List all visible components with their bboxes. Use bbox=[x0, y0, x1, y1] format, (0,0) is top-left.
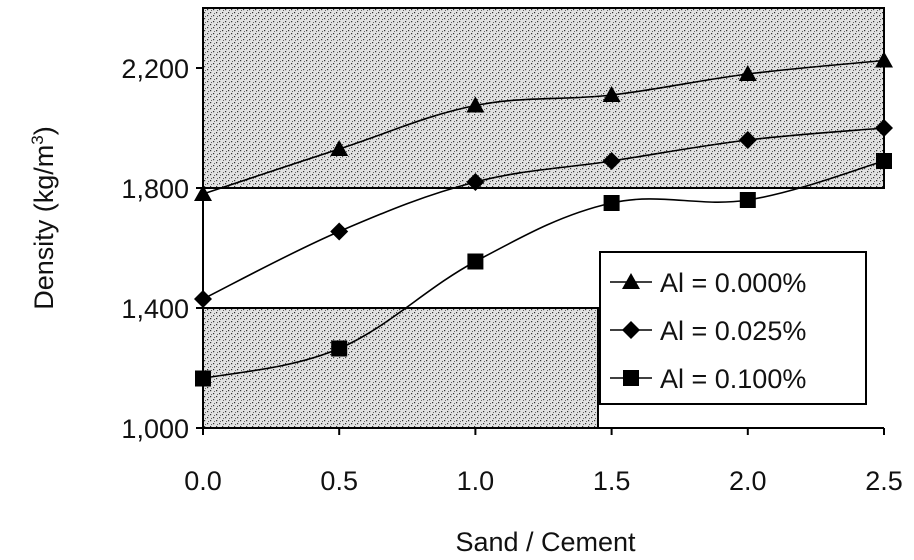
series-2 bbox=[194, 119, 893, 308]
diamond-marker bbox=[194, 290, 212, 308]
legend-label: Al = 0.000% bbox=[660, 268, 806, 298]
x-tick-label: 0.0 bbox=[184, 466, 222, 496]
series-line bbox=[202, 160, 885, 380]
series-1 bbox=[194, 51, 893, 201]
diamond-marker bbox=[875, 119, 893, 137]
square-marker bbox=[331, 340, 348, 357]
diamond-marker bbox=[622, 321, 640, 339]
y-tick-label: 2,200 bbox=[121, 54, 189, 84]
axes: 1,000 1,400 1,800 2,200 0.0 0.5 1.0 1.5 2.0 2.5 bbox=[121, 8, 903, 496]
square-marker bbox=[623, 370, 639, 386]
diamond-marker bbox=[330, 222, 349, 241]
square-marker bbox=[467, 253, 484, 270]
y-tick-label: 1,400 bbox=[121, 294, 189, 324]
triangle-marker bbox=[738, 65, 757, 81]
shaded-bands bbox=[202, 7, 885, 429]
triangle-marker bbox=[194, 185, 212, 201]
legend-entry-3: Al = 0.100% bbox=[610, 364, 806, 394]
series-line bbox=[202, 127, 885, 300]
legend-entry-1: Al = 0.000% bbox=[610, 268, 806, 298]
series bbox=[194, 51, 893, 387]
triangle-marker bbox=[875, 51, 893, 68]
triangle-marker bbox=[602, 86, 621, 102]
diamond-marker bbox=[466, 173, 485, 191]
y-axis-title-main: Density (kg/m bbox=[29, 145, 59, 310]
square-marker bbox=[603, 195, 620, 211]
y-tick-label: 1,800 bbox=[121, 174, 189, 204]
triangle-marker bbox=[466, 96, 485, 113]
x-tick-label: 2.0 bbox=[729, 466, 767, 496]
x-tick-label: 1.5 bbox=[593, 466, 631, 496]
series-line bbox=[202, 59, 885, 195]
y-axis-title: Density (kg/m3) bbox=[28, 126, 59, 310]
x-axis-title: Sand / Cement bbox=[455, 527, 636, 557]
diamond-marker bbox=[602, 152, 621, 170]
y-axis-title-close: ) bbox=[29, 126, 59, 135]
square-marker bbox=[876, 153, 892, 169]
square-marker bbox=[739, 192, 756, 208]
diamond-marker bbox=[738, 131, 757, 149]
y-tick-label: 1,000 bbox=[121, 414, 189, 444]
series-3 bbox=[195, 153, 892, 387]
legend-label: Al = 0.100% bbox=[660, 364, 806, 394]
triangle-marker bbox=[330, 140, 349, 156]
x-tick-label: 2.5 bbox=[865, 466, 903, 496]
x-tick-label: 1.0 bbox=[457, 466, 495, 496]
axis-labels: Sand / Cement Density (kg/m3) bbox=[28, 126, 636, 557]
y-axis-title-superscript: 3 bbox=[28, 135, 47, 144]
shaded-band-2 bbox=[202, 307, 599, 429]
legend-entry-2: Al = 0.025% bbox=[610, 316, 806, 346]
triangle-marker bbox=[622, 273, 640, 289]
legend: Al = 0.000% Al = 0.025% Al = 0.100% bbox=[599, 251, 867, 405]
square-marker bbox=[195, 370, 211, 387]
legend-label: Al = 0.025% bbox=[660, 316, 806, 346]
x-tick-label: 0.5 bbox=[320, 466, 358, 496]
